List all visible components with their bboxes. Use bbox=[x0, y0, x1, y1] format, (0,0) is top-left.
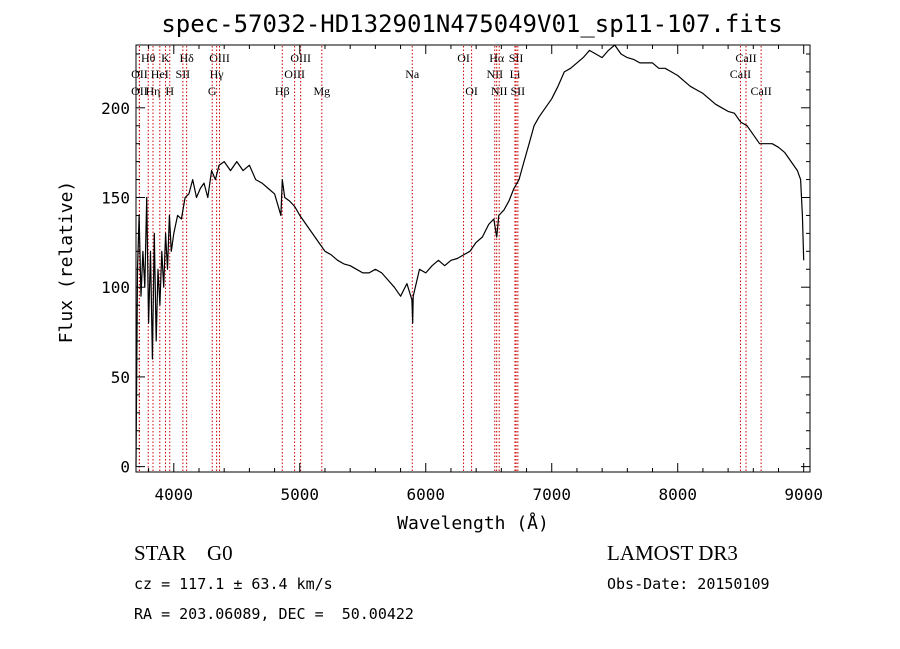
line-marker-label: Li bbox=[510, 67, 521, 81]
line-marker-label: OIII bbox=[290, 51, 311, 65]
x-tick-label: 4000 bbox=[155, 485, 194, 504]
line-marker-label: CaII bbox=[750, 84, 771, 98]
line-marker-label: OIII bbox=[209, 51, 230, 65]
y-tick-label: 50 bbox=[111, 368, 130, 387]
y-axis-ticks: 0 50 100 150 200 bbox=[101, 53, 810, 477]
line-marker-label: Hθ bbox=[141, 51, 156, 65]
y-tick-label: 100 bbox=[101, 278, 130, 297]
redshift-velocity: cz = 117.1 ± 63.4 km/s bbox=[134, 575, 333, 593]
line-marker-label: CaII bbox=[735, 51, 756, 65]
line-marker-label: NII bbox=[486, 67, 503, 81]
line-marker-label: G bbox=[208, 84, 217, 98]
line-marker-label: OI bbox=[465, 84, 478, 98]
survey-name: LAMOST DR3 bbox=[607, 541, 738, 565]
line-marker-label: Hα bbox=[489, 51, 505, 65]
line-marker-label: Na bbox=[405, 67, 420, 81]
line-marker-label: HeI bbox=[151, 67, 169, 81]
line-marker-label: SII bbox=[511, 84, 526, 98]
line-marker-label: Hβ bbox=[275, 84, 290, 98]
line-marker-label: SII bbox=[176, 67, 191, 81]
line-marker-label: Hδ bbox=[179, 51, 194, 65]
observation-date: Obs-Date: 20150109 bbox=[607, 575, 770, 593]
line-marker-label: CaII bbox=[730, 67, 751, 81]
y-tick-label: 150 bbox=[101, 189, 130, 208]
x-tick-label: 8000 bbox=[658, 485, 697, 504]
line-marker-label: OI bbox=[457, 51, 470, 65]
spectrum-line bbox=[135, 44, 805, 467]
x-tick-label: 9000 bbox=[784, 485, 823, 504]
y-tick-label: 0 bbox=[120, 458, 130, 477]
line-marker-label: NII bbox=[491, 84, 508, 98]
line-marker-label: K bbox=[161, 51, 170, 65]
x-axis-label: Wavelength (Å) bbox=[397, 512, 549, 534]
line-marker-label: H bbox=[165, 84, 174, 98]
y-tick-label: 200 bbox=[101, 99, 130, 118]
object-class: STAR G0 bbox=[134, 541, 233, 565]
y-axis-label: Flux (relative) bbox=[56, 181, 77, 344]
line-marker-label: SII bbox=[509, 51, 524, 65]
spectrum-series bbox=[135, 44, 805, 467]
x-axis-ticks: 4000 5000 6000 7000 8000 9000 bbox=[148, 45, 823, 504]
plot-frame bbox=[135, 44, 811, 473]
x-tick-label: 7000 bbox=[532, 485, 571, 504]
line-marker-label: Hγ bbox=[210, 67, 225, 81]
line-marker-label: OIII bbox=[284, 67, 305, 81]
chart-title: spec-57032-HD132901N475049V01_sp11-107.f… bbox=[161, 10, 782, 38]
line-marker-label: Mg bbox=[313, 84, 330, 98]
x-tick-label: 6000 bbox=[406, 485, 445, 504]
coordinates: RA = 203.06089, DEC = 50.00422 bbox=[134, 605, 414, 623]
line-marker-label: Hη bbox=[146, 84, 161, 98]
x-tick-label: 5000 bbox=[281, 485, 320, 504]
line-marker-label: OII bbox=[131, 84, 148, 98]
